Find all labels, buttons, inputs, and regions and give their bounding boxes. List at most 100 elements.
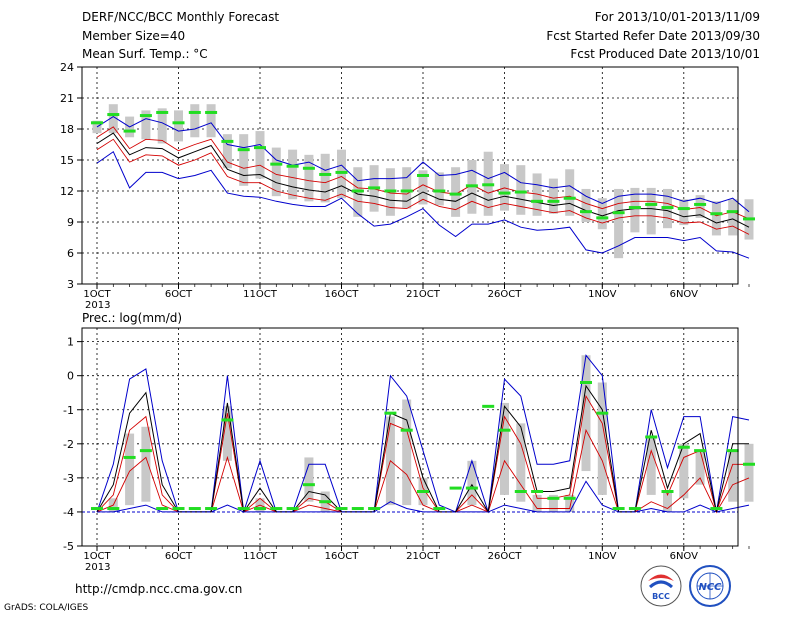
spread-box [565, 494, 575, 512]
spread-box [418, 170, 428, 205]
spread-box [548, 178, 558, 214]
x-tick-label: 6OCT [165, 551, 193, 562]
spread-box [174, 110, 183, 142]
temp-grid [82, 67, 738, 284]
y-tick-label: 3 [67, 278, 74, 291]
x-tick-label: 1NOV [588, 289, 617, 300]
x-tick-label: 11OCT [243, 551, 278, 562]
y-tick-label: 9 [67, 216, 74, 229]
spread-box [581, 355, 591, 472]
series-mean [96, 384, 749, 514]
series-min [96, 150, 750, 259]
spread-box [728, 450, 738, 502]
y-tick-label: -5 [63, 540, 74, 553]
spread-box [255, 131, 265, 179]
x-tick-label: 1OCT [83, 551, 111, 562]
y-tick-label: -1 [63, 404, 74, 417]
spread-box [581, 188, 591, 222]
variable-label: Mean Surf. Temp.: °C [82, 47, 208, 61]
y-tick-label: 18 [60, 123, 74, 136]
x-tick-label: 21OCT [406, 289, 441, 300]
spread-box [630, 187, 640, 233]
x-tick-label: 6NOV [670, 551, 699, 562]
x-tick-label: 6NOV [670, 289, 699, 300]
x-tick-label: 16OCT [325, 289, 360, 300]
spread-box [532, 173, 542, 216]
temp-lines [96, 116, 750, 259]
forecast-period: For 2013/10/01-2013/11/09 [594, 10, 760, 24]
spread-box [304, 457, 314, 502]
x-tick-label: 26OCT [488, 551, 523, 562]
spread-box [271, 147, 281, 197]
svg-text:BCC: BCC [652, 592, 670, 601]
spread-box [125, 433, 135, 506]
spread-box [597, 382, 607, 495]
x-tick-label: 1OCT [83, 289, 111, 300]
prec-boxes [108, 355, 754, 512]
x-tick-label: 11OCT [243, 289, 278, 300]
x-tick-label: 6OCT [165, 289, 193, 300]
y-tick-label: 1 [67, 336, 74, 349]
spread-box [141, 110, 151, 140]
spread-box [222, 406, 232, 461]
spread-box [288, 149, 298, 200]
member-size: Member Size=40 [82, 29, 186, 43]
spread-box [337, 149, 346, 199]
spread-box [320, 153, 330, 203]
x-tick-year: 2013 [85, 562, 110, 573]
spread-box [516, 423, 526, 502]
source-url[interactable]: http://cmdp.ncc.cma.gov.cn [75, 582, 243, 596]
spread-box [711, 201, 721, 236]
spread-box [402, 167, 412, 209]
spread-box [679, 443, 689, 499]
spread-box [532, 494, 542, 512]
spread-box [728, 199, 738, 236]
spread-box [695, 450, 705, 485]
prec-analog-marks [91, 381, 755, 511]
precip-title: Prec.: log(mm/d) [82, 311, 182, 325]
spread-box [548, 494, 558, 512]
spread-box [222, 134, 232, 169]
spread-box [451, 167, 461, 217]
spread-box [141, 426, 151, 502]
y-tick-label: -2 [63, 438, 74, 451]
spread-box [646, 437, 656, 495]
spread-box [679, 199, 689, 226]
x-tick-label: 1NOV [588, 551, 617, 562]
series-upper [96, 126, 750, 220]
spread-box [108, 104, 118, 134]
plot-frame [81, 66, 739, 285]
spread-box [206, 104, 216, 138]
precip-chart: Prec.: log(mm/d) -5-4-3-2-1011OCT20136OC… [63, 311, 755, 573]
spread-box [157, 108, 167, 144]
plot-frame [81, 327, 739, 547]
spread-box [467, 460, 477, 506]
y-tick-label: 15 [60, 154, 74, 167]
spread-box [239, 134, 249, 186]
y-tick-label: 21 [60, 92, 74, 105]
temp-analog-marks [91, 110, 755, 221]
spread-box [402, 399, 412, 506]
spread-box [663, 491, 672, 512]
x-tick-label: 26OCT [488, 289, 523, 300]
prec-lines [82, 354, 750, 514]
series-max [96, 116, 750, 213]
grads-credit: GrADS: COLA/IGES [4, 603, 89, 613]
x-tick-year: 2013 [85, 300, 110, 310]
spread-box [434, 172, 444, 206]
spread-box [646, 187, 656, 235]
x-tick-label: 21OCT [406, 551, 441, 562]
spread-box [614, 188, 624, 259]
y-tick-label: 24 [60, 61, 74, 74]
spread-box [565, 169, 575, 216]
ncc-logo: NCC [689, 565, 731, 607]
spread-box [190, 104, 200, 138]
y-tick-label: 0 [67, 370, 74, 383]
svg-text:NCC: NCC [698, 582, 722, 593]
spread-box [92, 120, 102, 134]
spread-box [516, 165, 526, 215]
x-tick-label: 16OCT [325, 551, 360, 562]
